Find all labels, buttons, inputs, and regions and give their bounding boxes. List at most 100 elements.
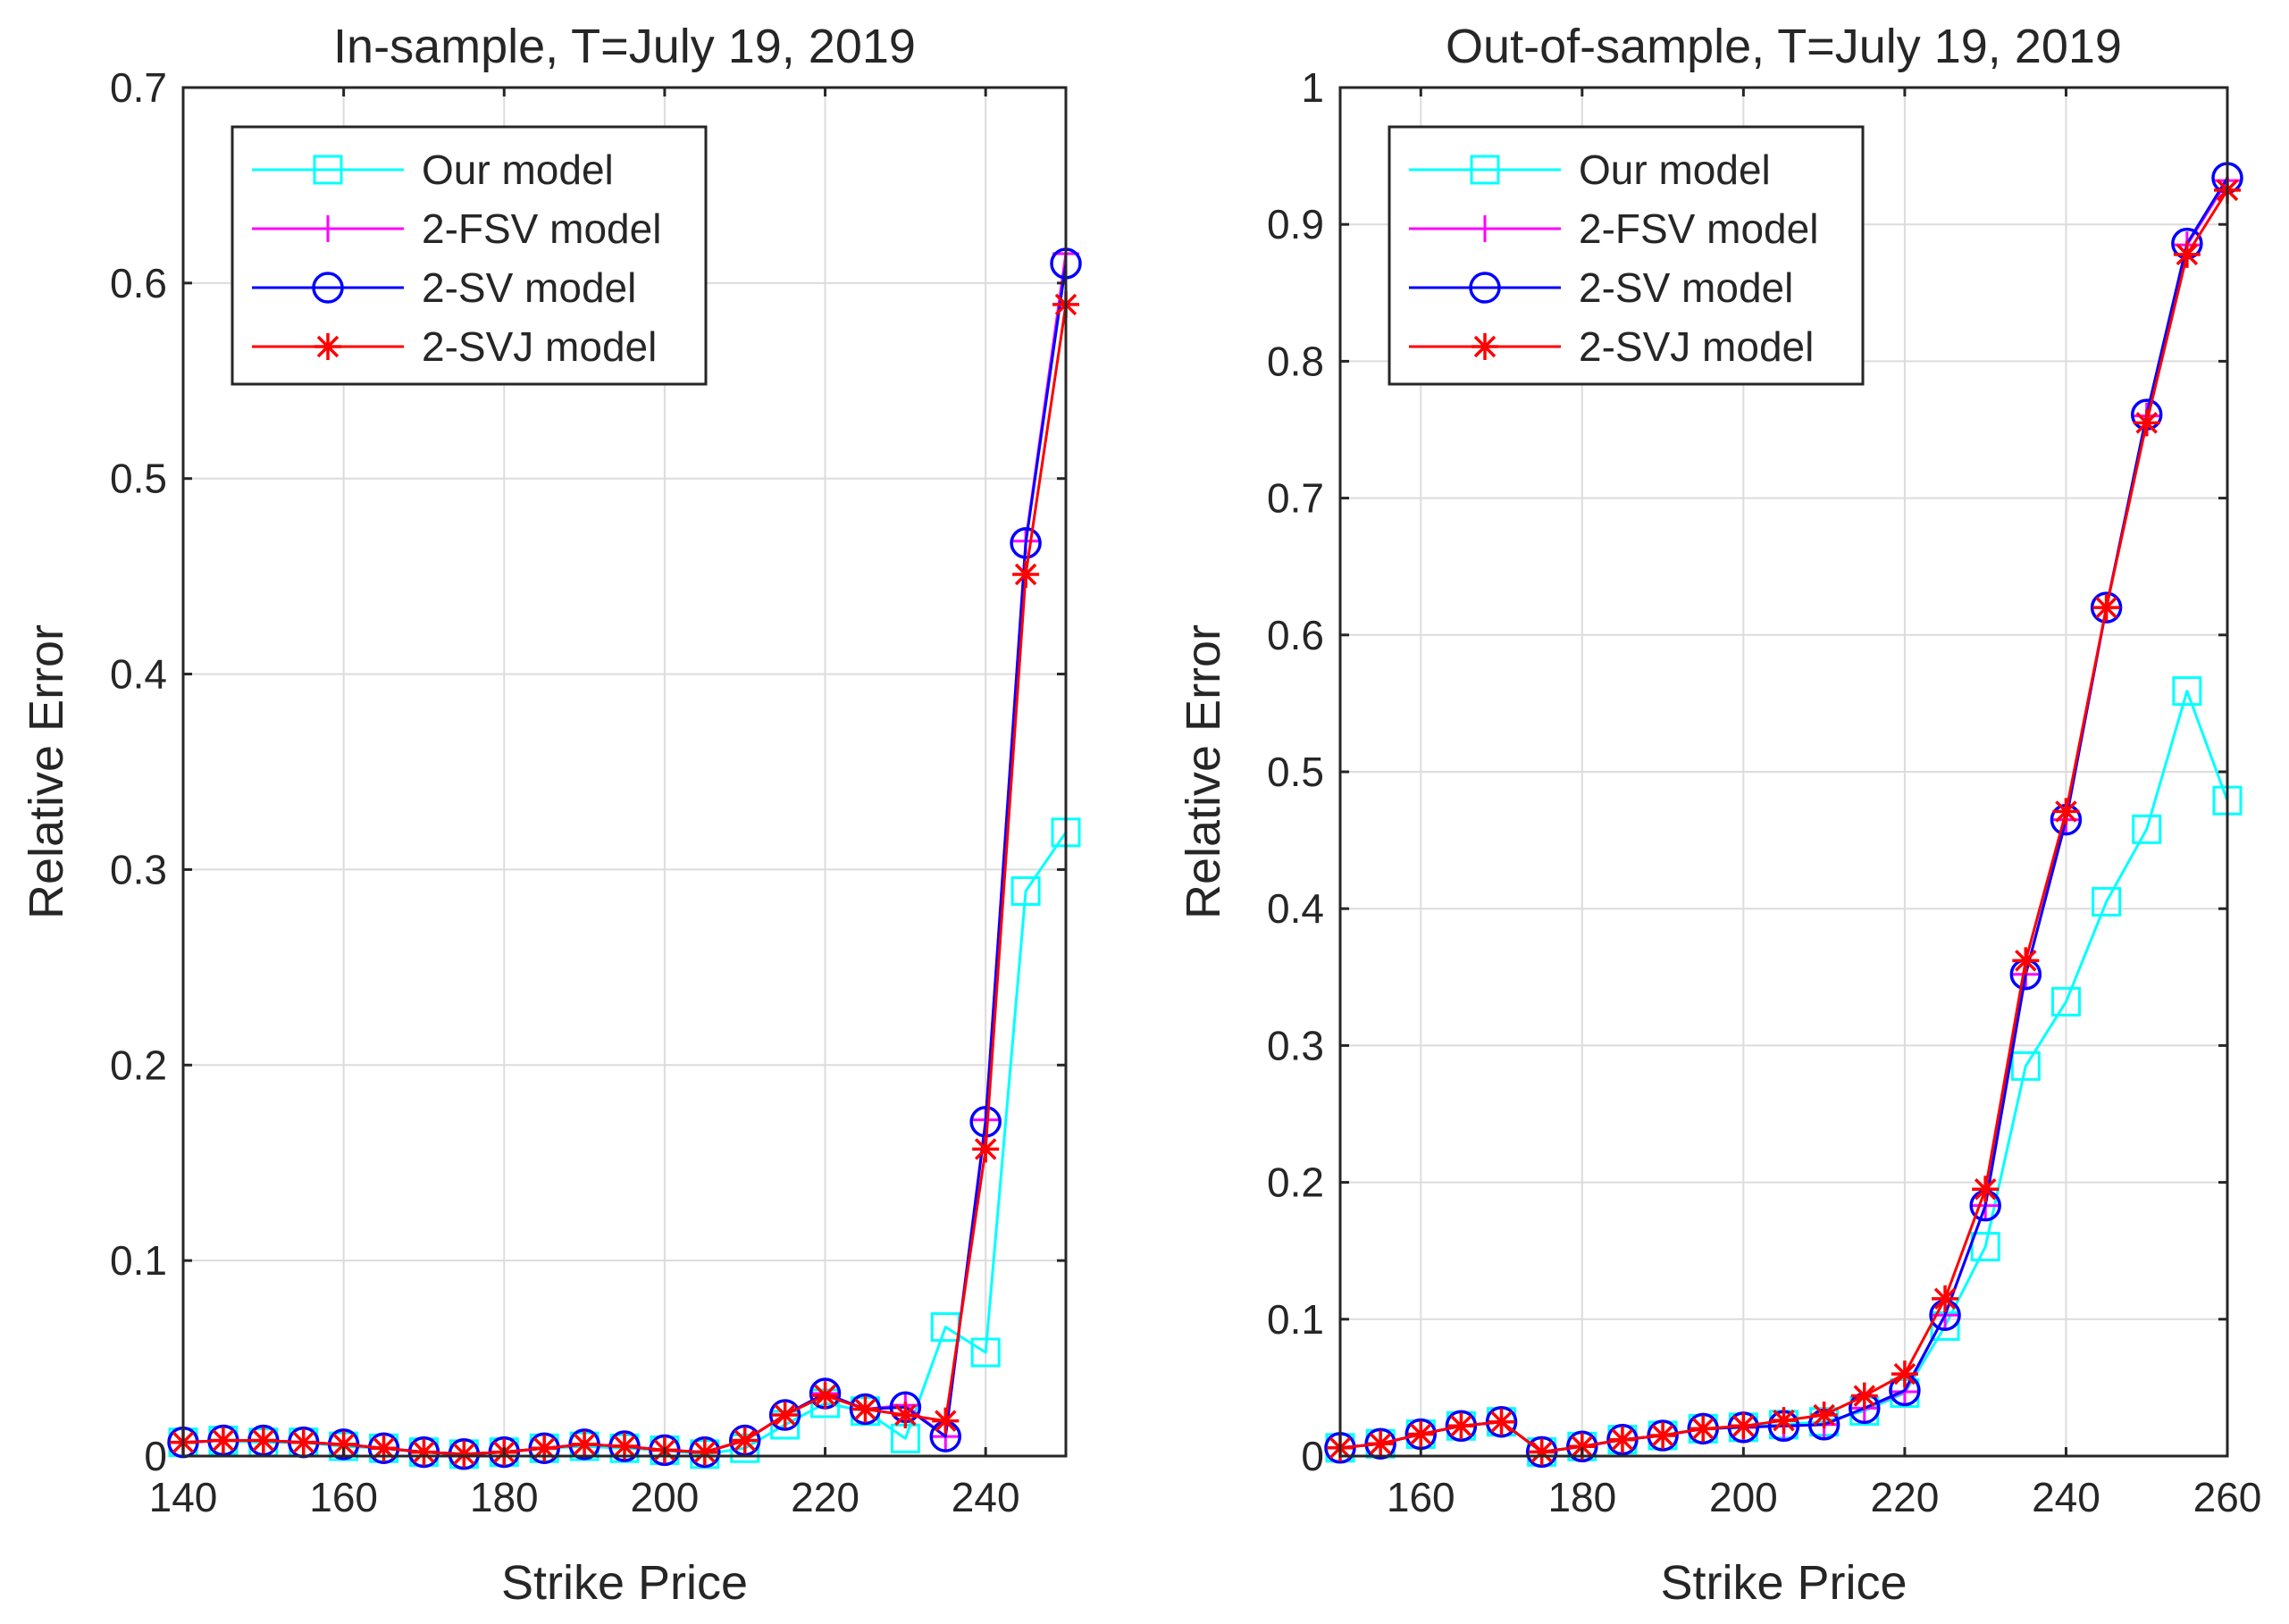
data-point-2svj-model bbox=[2092, 594, 2120, 622]
y-tick-label: 0.7 bbox=[1267, 475, 1324, 522]
y-tick-label: 0.2 bbox=[110, 1042, 167, 1088]
legend-out-of-sample: Our model 2-FSV model 2-SV model 2-SVJ m… bbox=[1388, 125, 1865, 386]
x-tick-label: 140 bbox=[149, 1474, 218, 1520]
data-point-2svj-model bbox=[1528, 1438, 1555, 1466]
data-point-2svj-model bbox=[370, 1435, 398, 1462]
x-axis-label-in-sample: Strike Price bbox=[501, 1556, 748, 1610]
x-axis-label-out-of-sample: Strike Price bbox=[1660, 1556, 1907, 1610]
legend-swatch-marker-2sv-model bbox=[312, 272, 344, 304]
x-tick-label: 240 bbox=[2032, 1474, 2100, 1520]
ticks-in-sample: 140 160 180 200 220 240 0 0.1 0.2 0.3 0.4 0.5 0.6 0.7 bbox=[110, 64, 1066, 1520]
data-point-2svj-model bbox=[1690, 1415, 1717, 1443]
y-tick-label: 0.3 bbox=[110, 846, 167, 892]
chart-in-sample: 140 160 180 200 220 240 0 0.1 0.2 0.3 0.4 0.5 0.6 0.7… bbox=[20, 20, 1082, 1610]
data-point-2svj-model bbox=[1770, 1407, 1798, 1435]
data-point-2svj-model bbox=[811, 1382, 839, 1410]
data-point-2sv-model bbox=[2090, 591, 2123, 624]
data-point-2svj-model bbox=[289, 1428, 317, 1456]
y-tick-label: 0 bbox=[1301, 1433, 1324, 1479]
data-point-2svj-model bbox=[611, 1433, 638, 1461]
data-point-2sv-model bbox=[1647, 1419, 1679, 1452]
data-point-2svj-model bbox=[731, 1427, 759, 1454]
y-tick-label: 0.4 bbox=[1267, 885, 1324, 932]
data-point-2svj-model bbox=[1810, 1402, 1838, 1429]
legend-swatch-marker-2fsv-model bbox=[1472, 215, 1498, 242]
data-point-2svj-model bbox=[892, 1402, 919, 1429]
data-point-2svj-model bbox=[571, 1430, 599, 1458]
y-tick-label: 0.6 bbox=[110, 260, 167, 306]
data-point-2svj-model bbox=[209, 1427, 237, 1454]
y-tick-label: 0.1 bbox=[110, 1237, 167, 1284]
legend-swatch-marker-our-model bbox=[1470, 155, 1500, 185]
data-point-2sv-model bbox=[768, 1399, 801, 1431]
data-point-2svj-model bbox=[330, 1430, 357, 1458]
x-tick-label: 220 bbox=[1871, 1474, 1940, 1520]
data-point-2svj-model bbox=[1447, 1412, 1475, 1440]
y-tick-label: 0.3 bbox=[1267, 1022, 1324, 1068]
y-axis-label-out-of-sample: Relative Error bbox=[1177, 624, 1230, 919]
legend-label-2svj-model: 2-SVJ model bbox=[1579, 323, 1814, 370]
data-point-2sv-model bbox=[1485, 1405, 1518, 1438]
data-point-2svj-model bbox=[1932, 1285, 1959, 1312]
y-tick-label: 0.5 bbox=[1267, 749, 1324, 795]
series-2svj-model-in-sample bbox=[170, 290, 1079, 1468]
data-point-2svj-model bbox=[1972, 1176, 2000, 1203]
data-point-2svj-model bbox=[1488, 1408, 1515, 1436]
data-point-2svj-model bbox=[1367, 1430, 1395, 1458]
series-layer-in-sample bbox=[167, 240, 1082, 1470]
legend-swatch-marker-2sv-model bbox=[1469, 272, 1501, 304]
y-tick-label: 0.8 bbox=[1267, 338, 1324, 384]
chart-title-out-of-sample: Out-of-sample, T=July 19, 2019 bbox=[1446, 20, 2122, 73]
data-point-our-model bbox=[1010, 876, 1041, 907]
legend-label-2fsv-model: 2-FSV model bbox=[1579, 205, 1818, 252]
data-point-2svj-model bbox=[2133, 409, 2160, 437]
y-tick-label: 0.7 bbox=[110, 64, 167, 111]
y-tick-label: 0.2 bbox=[1267, 1159, 1324, 1206]
data-point-our-model bbox=[2092, 887, 2122, 917]
legend-label-2fsv-model: 2-FSV model bbox=[422, 205, 661, 252]
data-point-2sv-model bbox=[849, 1393, 882, 1426]
y-axis-label-in-sample: Relative Error bbox=[20, 624, 73, 919]
data-point-2svj-model bbox=[450, 1440, 478, 1468]
legend-label-2sv-model: 2-SV model bbox=[1579, 264, 1793, 311]
data-point-2sv-model bbox=[1445, 1410, 1478, 1443]
x-tick-label: 160 bbox=[1387, 1474, 1455, 1520]
data-point-our-model bbox=[2132, 814, 2162, 844]
series-layer-out-of-sample bbox=[1324, 162, 2243, 1469]
legend-label-2svj-model: 2-SVJ model bbox=[422, 323, 657, 370]
chart-out-of-sample: 160 180 200 220 240 260 0 0.1 0.2 0.3 0.4 0.5 0.6 0.7… bbox=[1177, 20, 2261, 1610]
data-point-2svj-model bbox=[932, 1407, 960, 1435]
x-tick-label: 260 bbox=[2193, 1474, 2262, 1520]
data-point-2svj-model bbox=[531, 1435, 558, 1462]
legend-label-2sv-model: 2-SV model bbox=[422, 264, 636, 311]
data-point-2svj-model bbox=[1608, 1426, 1636, 1453]
data-point-2sv-model bbox=[367, 1432, 400, 1464]
data-point-2svj-model bbox=[410, 1438, 438, 1466]
data-point-2svj-model bbox=[1891, 1360, 1918, 1388]
legend-swatch-marker-2svj-model bbox=[1472, 333, 1498, 360]
x-tick-label: 160 bbox=[309, 1474, 378, 1520]
x-tick-label: 220 bbox=[791, 1474, 859, 1520]
data-point-2sv-model bbox=[1010, 527, 1042, 559]
data-point-our-model bbox=[2010, 1051, 2041, 1081]
legend-swatch-marker-2svj-model bbox=[314, 333, 341, 360]
data-point-2sv-model bbox=[1566, 1430, 1598, 1463]
data-point-our-model bbox=[2172, 676, 2202, 707]
y-tick-label: 0.4 bbox=[110, 651, 167, 698]
y-tick-label: 0.5 bbox=[110, 456, 167, 502]
data-point-our-model bbox=[2050, 986, 2081, 1017]
x-tick-label: 200 bbox=[631, 1474, 700, 1520]
legend-label-our-model: Our model bbox=[1579, 146, 1771, 193]
legend-in-sample: Our model 2-FSV model 2-SV model 2-SVJ m… bbox=[231, 125, 708, 386]
x-tick-label: 240 bbox=[952, 1474, 1020, 1520]
data-point-2sv-model bbox=[528, 1432, 560, 1464]
y-tick-label: 0.1 bbox=[1267, 1296, 1324, 1343]
data-point-2sv-model bbox=[1606, 1423, 1639, 1456]
ticks-out-of-sample: 160 180 200 220 240 260 0 0.1 0.2 0.3 0.4 0.5 0.6 0.7… bbox=[1267, 64, 2261, 1520]
legend-swatch-marker-2fsv-model bbox=[314, 215, 341, 242]
data-point-2svj-model bbox=[1012, 560, 1040, 588]
y-tick-label: 1 bbox=[1301, 64, 1324, 111]
x-tick-label: 180 bbox=[470, 1474, 539, 1520]
axes-box-in-sample bbox=[181, 86, 1068, 1458]
data-point-2svj-model bbox=[1407, 1420, 1435, 1448]
